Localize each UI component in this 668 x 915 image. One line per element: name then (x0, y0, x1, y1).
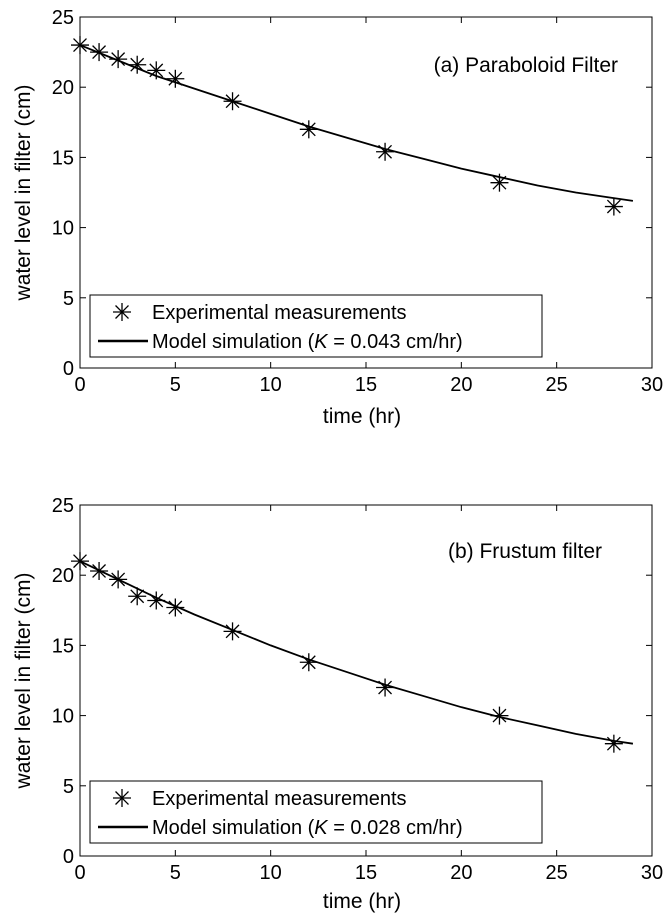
x-tick-label: 0 (74, 862, 85, 884)
measurement-point (223, 622, 242, 641)
legend-label-measurements: Experimental measurements (152, 788, 407, 810)
model-simulation-line (79, 44, 634, 202)
x-tick-label: 10 (260, 374, 282, 396)
y-tick-label: 0 (63, 846, 74, 868)
y-tick-label: 5 (63, 288, 74, 310)
x-tick-label: 20 (450, 374, 472, 396)
model-simulation-line (79, 560, 634, 745)
measurement-point (299, 120, 318, 139)
y-tick-label: 10 (52, 218, 74, 240)
x-axis-label: time (hr) (323, 405, 401, 428)
y-tick-label: 15 (52, 635, 74, 657)
legend-box (89, 780, 543, 844)
x-tick-label: 30 (641, 374, 663, 396)
y-tick-label: 0 (63, 358, 74, 380)
x-tick-label: 20 (450, 862, 472, 884)
legend-label-model: Model simulation (K = 0.028 cm/hr) (152, 817, 463, 839)
legend-label-model-suffix: = 0.043 cm/hr) (328, 331, 463, 353)
y-tick-label: 20 (52, 565, 74, 587)
measurement-point (376, 142, 395, 161)
legend-label-model-prefix: Model simulation ( (152, 817, 315, 839)
panel-annotation: (a) Paraboloid Filter (434, 54, 618, 77)
legend-label-model-suffix: = 0.028 cm/hr) (328, 817, 463, 839)
x-tick-label: 15 (355, 374, 377, 396)
y-tick-label: 25 (52, 495, 74, 517)
legend-label-model: Model simulation (K = 0.043 cm/hr) (152, 331, 463, 353)
legend-label-model-k: K (314, 817, 329, 839)
y-axis-label: water level in filter (cm) (12, 573, 35, 790)
x-tick-label: 30 (641, 862, 663, 884)
y-tick-label: 15 (52, 147, 74, 169)
x-tick-label: 15 (355, 862, 377, 884)
x-tick-label: 25 (546, 862, 568, 884)
measurement-point (604, 197, 623, 216)
y-tick-label: 25 (52, 7, 74, 29)
legend-label-model-prefix: Model simulation ( (152, 331, 315, 353)
legend-label-model-k: K (314, 331, 329, 353)
measurement-point (166, 598, 185, 617)
legend-box (89, 294, 543, 358)
measurement-point (128, 587, 147, 606)
x-tick-label: 25 (546, 374, 568, 396)
measurement-point (109, 50, 128, 69)
measurement-point (71, 36, 89, 55)
legend-asterisk-marker (113, 303, 131, 321)
panel-annotation: (b) Frustum filter (448, 540, 602, 563)
measurement-point (604, 734, 623, 753)
measurement-point (376, 678, 395, 697)
measurement-point (166, 69, 185, 88)
legend: Experimental measurements Model simulatio… (89, 780, 543, 844)
y-tick-label: 10 (52, 706, 74, 728)
x-axis-label: time (hr) (323, 890, 401, 913)
x-tick-label: 5 (170, 862, 181, 884)
legend: Experimental measurements Model simulatio… (89, 294, 543, 358)
x-tick-label: 5 (170, 374, 181, 396)
legend-asterisk-marker (113, 789, 131, 807)
y-tick-label: 5 (63, 776, 74, 798)
x-tick-label: 0 (74, 374, 85, 396)
legend-label-measurements: Experimental measurements (152, 302, 407, 324)
chart-panel-a: 0 5 10 15 20 25 30 0 5 10 15 20 25 time (hr) water lev… (12, 7, 663, 428)
y-axis-label: water level in filter (cm) (12, 85, 35, 302)
x-tick-label: 10 (260, 862, 282, 884)
y-tick-label: 20 (52, 77, 74, 99)
chart-panel-b: 0 5 10 15 20 25 30 0 5 10 15 20 25 time (hr) water lev… (12, 495, 663, 913)
